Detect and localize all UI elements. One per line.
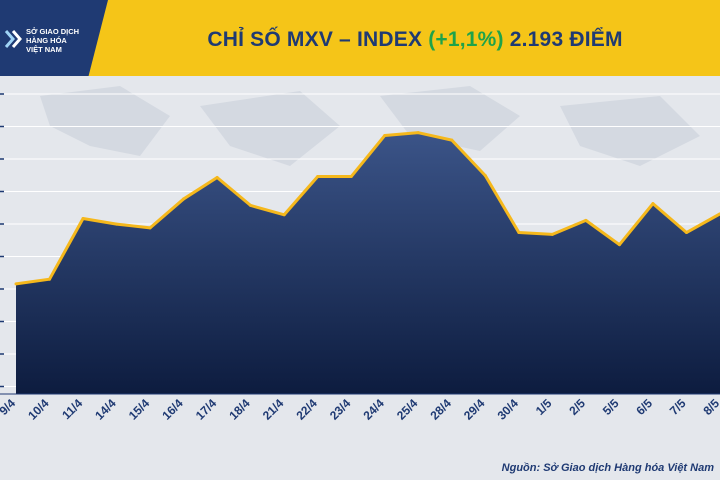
x-tick-label: 29/4 xyxy=(461,396,488,423)
data-point xyxy=(617,243,621,247)
x-tick-label: 24/4 xyxy=(360,396,387,423)
x-tick-label: 8/5 xyxy=(700,396,720,418)
data-point xyxy=(316,175,320,179)
data-point xyxy=(182,197,186,201)
logo-chevron-icon xyxy=(4,30,22,48)
x-tick-label: 21/4 xyxy=(260,396,287,423)
series-area xyxy=(16,132,720,394)
logo-line: VIỆT NAM xyxy=(26,45,62,54)
data-point xyxy=(651,202,655,206)
logo: SỞ GIAO DỊCH HÀNG HÓA VIỆT NAM xyxy=(0,0,108,76)
x-tick-label: 25/4 xyxy=(394,396,421,423)
data-point xyxy=(383,133,387,137)
data-point xyxy=(282,213,286,217)
data-point xyxy=(550,232,554,236)
x-tick-label: 7/5 xyxy=(667,396,689,418)
data-point xyxy=(115,222,119,226)
data-point xyxy=(249,203,253,207)
title-prefix: CHỈ SỐ MXV – INDEX xyxy=(207,28,423,51)
data-point xyxy=(416,131,420,135)
chart-title: CHỈ SỐ MXV – INDEX (+1,1%) 2.193 ĐIỂM xyxy=(110,22,720,58)
data-point xyxy=(14,282,18,286)
x-tick-label: 22/4 xyxy=(293,396,320,423)
logo-line: HÀNG HÓA xyxy=(26,36,67,45)
x-tick-label: 11/4 xyxy=(59,396,85,422)
source-note: Nguồn: Sở Giao dịch Hàng hóa Việt Nam xyxy=(501,462,714,474)
data-point xyxy=(684,231,688,235)
chart-area: 9/4 10/4 11/4 14/4 15/4 16/4 17/4 18/4 21/4 22/4 2… xyxy=(0,76,720,480)
x-tick-label: 15/4 xyxy=(126,396,153,423)
data-point xyxy=(450,138,454,142)
x-axis-labels: 9/4 10/4 11/4 14/4 15/4 16/4 17/4 18/4 21/4 22/4 2… xyxy=(0,396,720,423)
x-tick-label: 14/4 xyxy=(92,396,119,423)
title-change: (+1,1%) xyxy=(428,28,504,51)
data-point xyxy=(584,218,588,222)
x-tick-label: 10/4 xyxy=(25,396,52,423)
x-tick-label: 2/5 xyxy=(566,396,588,418)
x-tick-label: 17/4 xyxy=(193,396,220,423)
data-point xyxy=(349,175,353,179)
series-layer xyxy=(0,131,720,395)
x-tick-label: 23/4 xyxy=(327,396,354,423)
data-point xyxy=(517,231,521,235)
x-tick-label: 9/4 xyxy=(0,396,18,418)
x-tick-label: 28/4 xyxy=(428,396,455,423)
header-banner: SỞ GIAO DỊCH HÀNG HÓA VIỆT NAM CHỈ SỐ MX… xyxy=(0,0,720,76)
logo-line: SỞ GIAO DỊCH xyxy=(26,27,80,36)
data-point xyxy=(81,217,85,221)
x-tick-label: 16/4 xyxy=(159,396,186,423)
series-line xyxy=(15,131,720,286)
x-tick-label: 5/5 xyxy=(600,396,622,418)
title-suffix: 2.193 ĐIỂM xyxy=(509,28,623,51)
data-point xyxy=(483,174,487,178)
x-tick-label: 18/4 xyxy=(226,396,253,423)
x-tick-label: 6/5 xyxy=(633,396,655,418)
data-point xyxy=(215,175,219,179)
data-point xyxy=(48,277,52,281)
x-tick-label: 1/5 xyxy=(533,396,555,418)
area-chart: 9/4 10/4 11/4 14/4 15/4 16/4 17/4 18/4 21/4 22/4 2… xyxy=(0,86,720,423)
data-point xyxy=(148,226,152,230)
logo-text: SỞ GIAO DỊCH HÀNG HÓA VIỆT NAM xyxy=(26,27,106,54)
x-tick-label: 30/4 xyxy=(495,396,522,423)
